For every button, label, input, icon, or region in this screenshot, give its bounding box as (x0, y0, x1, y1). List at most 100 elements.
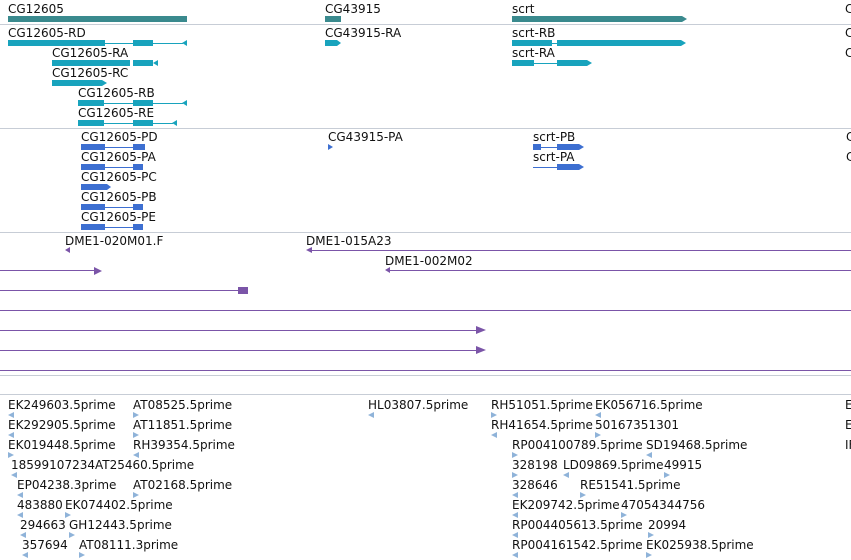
est-feature-marker[interactable] (491, 432, 497, 438)
est-feature-marker[interactable] (580, 492, 586, 498)
clone-span-line[interactable] (0, 310, 851, 311)
cds-bar[interactable] (557, 144, 579, 150)
est-label: 328198 (512, 458, 558, 472)
protein-label: C (846, 130, 851, 144)
cds-bar[interactable] (133, 164, 143, 170)
est-feature-marker[interactable] (368, 412, 374, 418)
exon-bar[interactable] (512, 40, 552, 46)
protein-label: CG43915-PA (328, 130, 403, 144)
est-feature-marker[interactable] (22, 552, 28, 558)
intron-line (105, 167, 133, 168)
est-feature-marker[interactable] (8, 452, 14, 458)
est-feature-marker[interactable] (563, 472, 569, 478)
est-feature-marker[interactable] (8, 412, 14, 418)
clone-span-line[interactable] (0, 330, 476, 331)
exon-bar[interactable] (52, 80, 102, 86)
est-feature-marker[interactable] (69, 532, 75, 538)
intron-line (104, 103, 133, 104)
est-feature-marker[interactable] (17, 492, 23, 498)
est-label: EK019448.5prime (8, 438, 116, 452)
est-feature-marker[interactable] (8, 432, 14, 438)
est-label: AT11851.5prime (133, 418, 233, 432)
est-feature-marker[interactable] (11, 472, 17, 478)
est-label: RP004100789.5prime (512, 438, 643, 452)
track-separator (0, 128, 851, 129)
track-separator (0, 375, 851, 376)
est-feature-marker[interactable] (133, 412, 139, 418)
protein-label: CG12605-PD (81, 130, 158, 144)
exon-bar[interactable] (557, 40, 681, 46)
gene-feature-bar[interactable] (325, 16, 341, 22)
est-label: RH39354.5prime (133, 438, 235, 452)
est-label: EK074402.5prime (65, 498, 173, 512)
clone-span-line[interactable] (312, 250, 851, 251)
cds-bar[interactable] (81, 184, 107, 190)
est-feature-marker[interactable] (20, 532, 26, 538)
est-label: HL03807.5prime (368, 398, 469, 412)
est-feature-marker[interactable] (595, 412, 601, 418)
gene-feature-bar[interactable] (512, 16, 682, 22)
clone-span-line[interactable] (0, 270, 94, 271)
est-feature-marker[interactable] (646, 452, 652, 458)
exon-bar[interactable] (512, 60, 534, 66)
est-feature-marker[interactable] (133, 492, 139, 498)
est-feature-marker[interactable] (512, 532, 518, 538)
cds-bar[interactable] (557, 164, 579, 170)
exon-bar[interactable] (325, 40, 337, 46)
est-feature-marker[interactable] (491, 412, 497, 418)
protein-label: CG12605-PB (81, 190, 157, 204)
cds-bar[interactable] (533, 144, 541, 150)
cds-bar[interactable] (133, 224, 143, 230)
clone-span-line[interactable] (0, 290, 238, 291)
est-feature-marker[interactable] (595, 432, 601, 438)
track-separator (0, 232, 851, 233)
est-feature-marker[interactable] (65, 512, 71, 518)
exon-bar[interactable] (8, 40, 105, 46)
exon-bar[interactable] (78, 100, 104, 106)
est-feature-marker[interactable] (664, 472, 670, 478)
cds-bar[interactable] (81, 144, 105, 150)
gene-label: scrt (512, 2, 535, 16)
strand-arrow-icon (579, 144, 584, 150)
strand-arrow-icon (337, 40, 341, 46)
est-feature-marker[interactable] (133, 432, 139, 438)
exon-bar[interactable] (78, 120, 104, 126)
cds-bar[interactable] (133, 204, 143, 210)
est-feature-marker[interactable] (512, 552, 518, 558)
exon-bar[interactable] (133, 40, 153, 46)
cds-bar[interactable] (81, 224, 105, 230)
clone-span-line[interactable] (390, 270, 851, 271)
exon-bar[interactable] (133, 100, 153, 106)
cds-bar[interactable] (81, 164, 105, 170)
gene-feature-bar[interactable] (8, 16, 187, 22)
clone-span-line[interactable] (0, 370, 851, 371)
clone-label: DME1-002M02 (385, 254, 473, 268)
est-label: EK025938.5prime (646, 538, 754, 552)
cds-bar[interactable] (133, 144, 145, 150)
exon-bar[interactable] (133, 120, 153, 126)
est-feature-marker[interactable] (512, 492, 518, 498)
strand-arrow-icon (65, 247, 70, 253)
est-label: EP04238.3prime (17, 478, 117, 492)
intron-line (105, 207, 133, 208)
exon-bar[interactable] (52, 60, 130, 66)
est-feature-marker[interactable] (133, 452, 139, 458)
est-label: SD19468.5prime (646, 438, 748, 452)
est-feature-marker[interactable] (646, 552, 652, 558)
exon-bar[interactable] (557, 60, 587, 66)
est-feature-marker[interactable] (512, 452, 518, 458)
cds-bar[interactable] (81, 204, 105, 210)
est-feature-marker[interactable] (512, 512, 518, 518)
strand-arrow-icon (681, 40, 686, 46)
est-label: 50167351301 (595, 418, 679, 432)
est-feature-marker[interactable] (17, 512, 23, 518)
exon-bar[interactable] (133, 60, 153, 66)
intron-line (105, 43, 133, 44)
est-feature-marker[interactable] (512, 472, 518, 478)
est-feature-marker[interactable] (648, 532, 654, 538)
protein-label: scrt-PB (533, 130, 576, 144)
strand-arrow-icon (476, 346, 486, 354)
est-feature-marker[interactable] (79, 552, 85, 558)
est-feature-marker[interactable] (621, 512, 627, 518)
clone-span-line[interactable] (0, 350, 476, 351)
